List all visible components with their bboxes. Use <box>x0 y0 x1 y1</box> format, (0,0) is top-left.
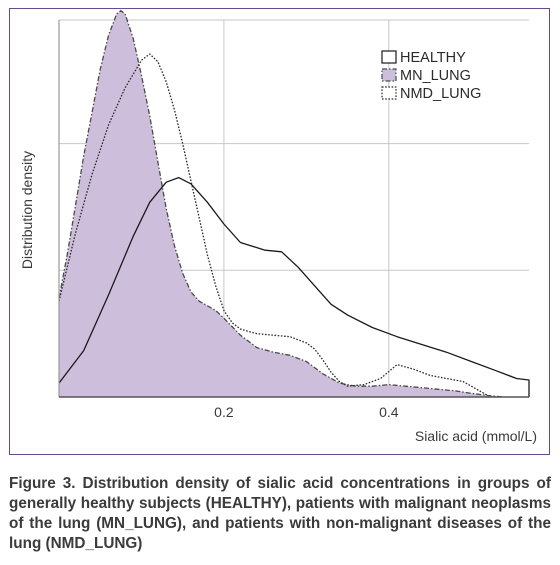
legend: HEALTHY MN_LUNG NMD_LUNG <box>381 50 481 102</box>
x-axis-label: Sialic acid (mmol/L) <box>415 428 537 444</box>
legend-swatch-healthy <box>381 50 397 64</box>
series-group <box>58 10 530 398</box>
figure-caption: Figure 3. Distribution density of sialic… <box>9 475 551 552</box>
chart: 0.2 0.4 Sialic acid (mmol/L) Distribution… <box>19 10 537 444</box>
legend-swatch-nmd-lung <box>381 86 397 100</box>
series-mn-lung-line <box>58 10 505 398</box>
x-tick-labels: 0.2 0.4 <box>214 404 399 420</box>
legend-swatch-mn-lung <box>381 68 397 82</box>
x-tick-label-1: 0.4 <box>379 404 399 420</box>
y-axis-label: Distribution density <box>19 151 35 269</box>
series-nmd-lung-line <box>58 53 489 397</box>
legend-label-mn-lung: MN_LUNG <box>400 68 471 84</box>
x-tick-label-0: 0.2 <box>214 404 234 420</box>
series-mn-lung-area <box>59 10 505 397</box>
legend-label-nmd-lung: NMD_LUNG <box>400 86 481 102</box>
legend-label-healthy: HEALTHY <box>400 50 466 66</box>
axes <box>58 20 529 398</box>
series-healthy-line <box>58 176 530 397</box>
